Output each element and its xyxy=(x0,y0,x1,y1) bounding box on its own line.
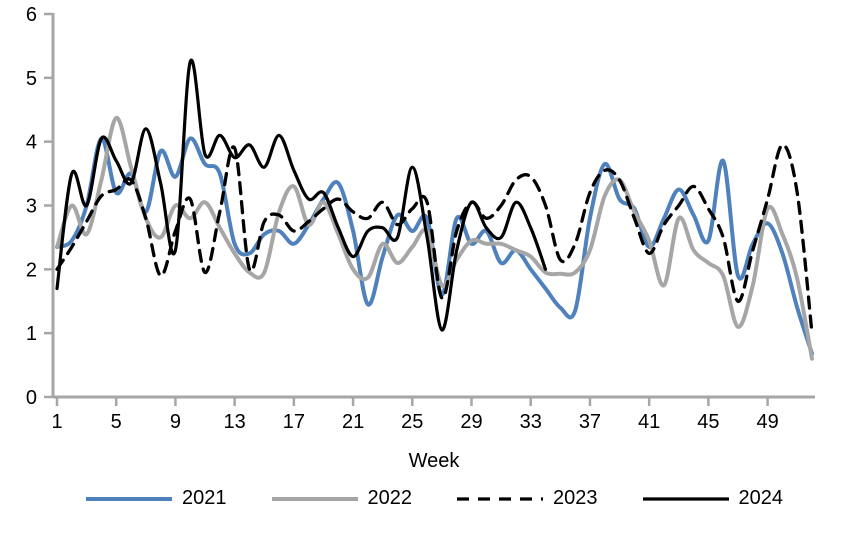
x-tick-label: 13 xyxy=(224,411,246,433)
legend-label-2021: 2021 xyxy=(182,487,227,509)
x-tick-label: 37 xyxy=(579,411,601,433)
x-tick-label: 41 xyxy=(638,411,660,433)
series-line-2023 xyxy=(55,143,814,335)
x-tick-label: 45 xyxy=(697,411,719,433)
chart-legend: 2021 2022 2023 2024 xyxy=(16,487,852,510)
x-tick-label: 17 xyxy=(283,411,305,433)
y-tick-label: 0 xyxy=(26,387,37,409)
legend-item-2022: 2022 xyxy=(271,487,413,510)
y-tick-label: 5 xyxy=(26,68,37,90)
y-tick-label: 2 xyxy=(26,259,37,281)
x-tick-label: 49 xyxy=(756,411,778,433)
legend-label-2022: 2022 xyxy=(367,487,413,509)
y-tick-label: 1 xyxy=(26,323,37,345)
legend-line-2022-solid xyxy=(271,496,358,501)
x-tick-label: 9 xyxy=(170,411,181,433)
legend-line-2023-dashed xyxy=(457,496,543,501)
x-axis-title-text: Week xyxy=(408,450,460,472)
x-tick-label: 33 xyxy=(520,411,542,433)
x-tick-label: 21 xyxy=(342,411,364,433)
x-axis-title: Week xyxy=(16,450,852,473)
legend-item-2021: 2021 xyxy=(85,487,227,510)
x-tick-label: 25 xyxy=(401,411,423,433)
x-tick-label: 1 xyxy=(51,411,62,433)
legend-line-2021-solid xyxy=(86,496,172,501)
legend-line-2024-solid xyxy=(642,496,729,501)
x-tick-label: 5 xyxy=(111,411,122,433)
x-tick-label: 29 xyxy=(460,411,482,433)
legend-item-2023: 2023 xyxy=(456,487,598,510)
legend-label-2024: 2024 xyxy=(738,487,784,509)
y-tick-label: 3 xyxy=(26,196,37,218)
series-line-2024 xyxy=(55,58,548,332)
legend-label-2023: 2023 xyxy=(553,487,598,509)
y-tick-label: 4 xyxy=(26,132,37,154)
y-tick-label: 6 xyxy=(26,4,37,26)
legend-item-2024: 2024 xyxy=(642,487,784,510)
